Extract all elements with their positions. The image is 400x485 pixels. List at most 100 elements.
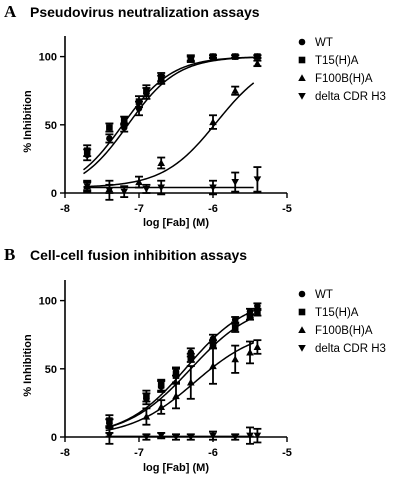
data-point <box>143 392 150 400</box>
series-triangle-down <box>105 426 262 445</box>
legend-marker <box>298 38 306 46</box>
data-point <box>253 432 262 440</box>
legend-marker <box>298 56 306 64</box>
data-point <box>120 188 128 196</box>
data-point <box>246 348 254 356</box>
panel-label: B <box>4 245 15 264</box>
chart-title: Pseudovirus neutralization assays <box>30 4 260 20</box>
data-point <box>187 378 195 386</box>
legend-label: T15(H)A <box>315 55 359 67</box>
data-point <box>187 354 195 362</box>
y-axis-label: % Inhibition <box>22 334 34 397</box>
x-axis-label: log [Fab] (M) <box>143 217 209 229</box>
data-point <box>135 178 143 186</box>
data-point <box>231 86 239 94</box>
data-point <box>106 124 113 131</box>
chart-title: Cell-cell fusion inhibition assays <box>30 247 247 263</box>
legend-marker <box>298 308 306 316</box>
data-point <box>105 432 114 440</box>
series-triangle-up <box>105 339 262 434</box>
legend-marker <box>298 74 306 82</box>
data-point <box>157 184 165 192</box>
x-tick-label: -6 <box>208 447 218 459</box>
legend-marker <box>298 92 306 100</box>
y-tick-label: 50 <box>45 364 57 376</box>
fit-curve <box>105 316 255 429</box>
fit-curve <box>105 342 254 432</box>
legend-label: F100B(H)A <box>315 73 373 85</box>
data-point <box>172 392 180 400</box>
data-point <box>254 302 261 310</box>
data-point <box>246 313 254 321</box>
data-point <box>120 117 128 125</box>
series-square <box>105 309 262 429</box>
data-point <box>209 340 217 348</box>
legend-marker <box>298 290 306 298</box>
data-point <box>83 147 91 155</box>
data-point <box>157 403 165 411</box>
data-point <box>253 343 262 351</box>
panel-a-neutralization: A Pseudovirus neutralization assays 0 50 100… <box>4 2 386 229</box>
series-circle <box>83 53 262 175</box>
data-point <box>246 308 254 315</box>
data-point <box>209 432 217 440</box>
x-tick-label: -8 <box>60 203 70 215</box>
y-tick-label: 50 <box>45 120 57 132</box>
fit-curve <box>83 56 254 171</box>
data-point <box>231 324 239 332</box>
data-point <box>231 53 239 60</box>
data-point <box>172 433 180 441</box>
panel-b-fusion-inhibition: B Cell-cell fusion inhibition assays 0 50 10… <box>4 245 386 474</box>
panel-label: A <box>4 2 17 21</box>
legend-label: WT <box>315 289 333 301</box>
x-tick-label: -7 <box>134 203 144 215</box>
data-point <box>157 432 165 440</box>
data-point <box>254 53 261 60</box>
series-square <box>83 53 262 171</box>
data-point <box>253 59 262 67</box>
legend-label: delta CDR H3 <box>315 91 386 103</box>
data-point <box>142 185 151 193</box>
data-point <box>231 179 239 186</box>
series-triangle-down <box>83 166 262 201</box>
data-point <box>172 372 180 379</box>
data-point <box>157 73 165 81</box>
y-tick-label: 0 <box>51 188 57 200</box>
data-point <box>209 53 217 60</box>
data-point <box>157 381 165 389</box>
legend-label: delta CDR H3 <box>315 343 386 355</box>
data-point <box>254 309 261 317</box>
data-point <box>83 183 91 190</box>
y-axis-label: % Inhibition <box>22 90 34 153</box>
data-point <box>231 355 239 363</box>
x-axis-label: log [Fab] (M) <box>143 462 209 474</box>
x-tick-label: -6 <box>208 203 218 215</box>
x-tick-label: -5 <box>282 447 292 459</box>
data-point <box>231 433 239 441</box>
data-point <box>209 362 217 370</box>
data-point <box>142 412 151 420</box>
data-point <box>143 87 150 94</box>
legend-label: F100B(H)A <box>315 325 373 337</box>
series-circle <box>105 302 262 429</box>
legend-marker <box>298 344 306 352</box>
x-tick-label: -7 <box>134 447 144 459</box>
data-point <box>157 159 165 167</box>
legend-marker <box>298 326 306 334</box>
data-point <box>246 432 254 440</box>
y-tick-label: 100 <box>39 296 57 308</box>
data-point <box>135 98 143 105</box>
data-point <box>187 56 195 63</box>
legend-label: T15(H)A <box>315 307 359 319</box>
data-point <box>105 187 114 195</box>
x-tick-label: -8 <box>60 447 70 459</box>
data-point <box>142 433 151 441</box>
data-point <box>209 118 217 126</box>
y-tick-label: 0 <box>51 432 57 444</box>
x-tick-label: -5 <box>282 203 292 215</box>
data-point <box>209 184 217 192</box>
y-tick-label: 100 <box>39 52 57 64</box>
data-point <box>187 433 195 441</box>
legend-label: WT <box>315 37 333 49</box>
